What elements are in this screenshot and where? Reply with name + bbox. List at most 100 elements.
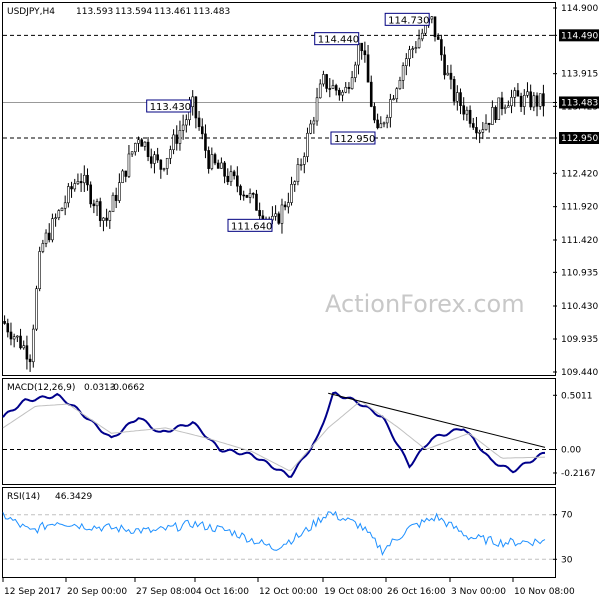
candle-body [468,109,472,124]
price-y-tick-label: 109.935 [561,335,598,345]
rsi-line [2,510,546,556]
price-annotation-box [227,218,273,232]
macd-panel: MACD(12,26,9) 0.0313 -0.0662 0.5011 0.00 -… [2,378,596,485]
candle-body [51,218,54,241]
rsi-value: 46.3429 [55,492,92,502]
candle-body [497,97,501,121]
candle-body [191,96,194,108]
candle-body [3,321,6,324]
candle-body [417,38,421,48]
candle-body [194,96,198,119]
rsi-title: RSI(14) [7,492,40,502]
macd-y-tick-label: 0.5011 [561,391,593,401]
candle-body [510,97,513,107]
candle-body [392,98,395,101]
macd-y-tick-label: 0.00 [561,446,581,456]
candle-body [220,162,223,169]
candle-body [318,83,322,99]
rsi-y-tick-label: 70 [561,511,573,521]
price-y-tick-label: 112.420 [561,169,598,179]
x-tick-label: 4 Oct 16:00 [196,587,249,597]
price-annotation-label: 114.440 [318,35,359,46]
candle-body [302,156,306,165]
candle-body [491,107,494,125]
candle-body [102,217,105,221]
candle-body [443,54,446,76]
candle-body [216,162,220,169]
candle-body [516,90,520,97]
candle-body [114,194,118,201]
candle-body [185,119,188,126]
candle-body [379,123,383,129]
x-tick-label: 27 Sep 08:00 [136,587,196,597]
candle-body [338,89,341,96]
candle-body [146,141,150,157]
macd-y-tick-label: -0.2167 [561,469,596,479]
candle-body [328,88,332,90]
candle-body [162,168,166,170]
candle-body [462,105,466,115]
candle-body [57,210,61,219]
candle-body [296,164,300,182]
candle-body [481,129,485,133]
rsi-marks: 70 30 [2,510,573,565]
x-tick-label: 3 Nov 00:00 [451,587,506,597]
candle-body [366,54,370,83]
candle-body [47,232,51,241]
candle-body [513,90,517,98]
candle-body [76,181,80,184]
candle-body [134,143,137,153]
candle-body [239,185,242,196]
candle-body [475,127,478,134]
price-annotation-label: 114.730 [388,15,429,26]
candle-body [430,16,434,20]
macd-title: MACD(12,26,9) [7,383,75,393]
candle-body [156,154,159,161]
macd-trendline [328,392,546,448]
candle-body [385,117,389,124]
watermark: ActionForex.com [325,290,525,318]
candle-body [229,171,233,183]
x-tick-label: 20 Sep 00:00 [67,587,127,597]
candle-body [207,150,210,169]
x-tick-label: 10 Nov 08:00 [514,587,575,597]
candle-body [111,194,115,213]
candle-body [382,122,386,125]
price-level-tag [559,96,599,109]
candle-body [283,204,287,208]
candle-body [306,132,309,157]
candle-body [44,232,48,244]
price-level-tag [559,29,599,42]
candle-body [408,49,411,59]
candle-body [213,154,217,164]
ohlc-open: 113.593 [76,7,113,17]
candle-body [405,58,408,66]
candle-body [19,335,22,349]
ohlc-high: 113.594 [115,7,152,17]
candle-body [41,243,45,252]
candle-body [22,345,26,349]
macd-marks: 0.5011 0.00 -0.2167 [2,391,596,479]
candle-body [433,16,437,37]
candle-body [353,64,357,78]
price-panel-border [2,2,556,376]
candle-body [341,91,344,96]
candle-body [542,93,545,107]
candle-body [73,183,77,190]
candle-body [309,123,312,134]
candle-body [200,126,204,135]
candle-body [274,213,277,217]
candle-body [420,32,424,40]
candle-body [376,119,379,129]
candle-body [35,288,38,330]
candle-body [478,132,481,134]
candle-body [334,85,338,91]
price-y-tick-label: 112.950 [561,134,598,144]
candle-body [248,193,252,198]
price-y-tick-label: 113.915 [561,70,598,80]
candle-body [322,74,325,85]
price-annotation-box [384,12,430,26]
candle-body [130,151,134,155]
macd-value: 0.0313 [84,383,116,393]
candle-body [487,122,491,125]
